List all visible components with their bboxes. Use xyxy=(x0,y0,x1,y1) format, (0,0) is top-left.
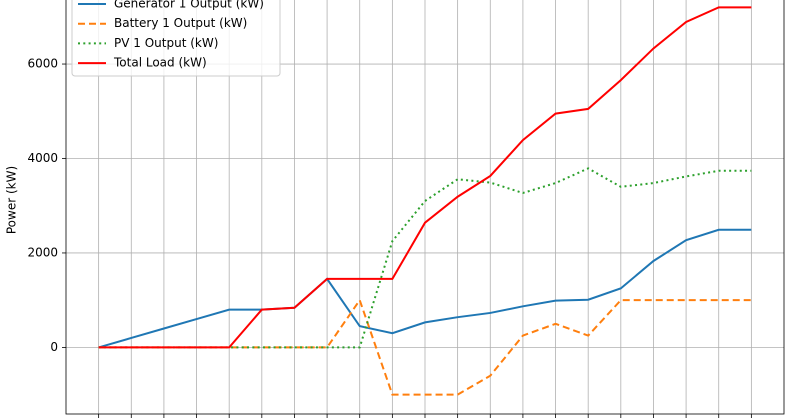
series-line xyxy=(98,228,752,349)
legend: Generator 1 Output (kW) Battery 1 Output … xyxy=(71,0,281,77)
legend-label: Generator 1 Output (kW) xyxy=(114,0,264,11)
y-tick-label: 2000 xyxy=(27,245,58,259)
series-line xyxy=(98,6,752,349)
axes-frame xyxy=(65,0,785,415)
series-line xyxy=(98,297,752,396)
legend-label: PV 1 Output (kW) xyxy=(114,36,218,50)
legend-label: Battery 1 Output (kW) xyxy=(114,16,247,30)
legend-label: Total Load (kW) xyxy=(113,56,207,70)
legend-box xyxy=(71,0,281,77)
y-tick-label: 4000 xyxy=(27,151,58,165)
y-tick-label: 0 xyxy=(50,340,58,354)
y-tick-label: 6000 xyxy=(27,57,58,71)
y-axis-label: Power (kW) xyxy=(5,166,19,234)
